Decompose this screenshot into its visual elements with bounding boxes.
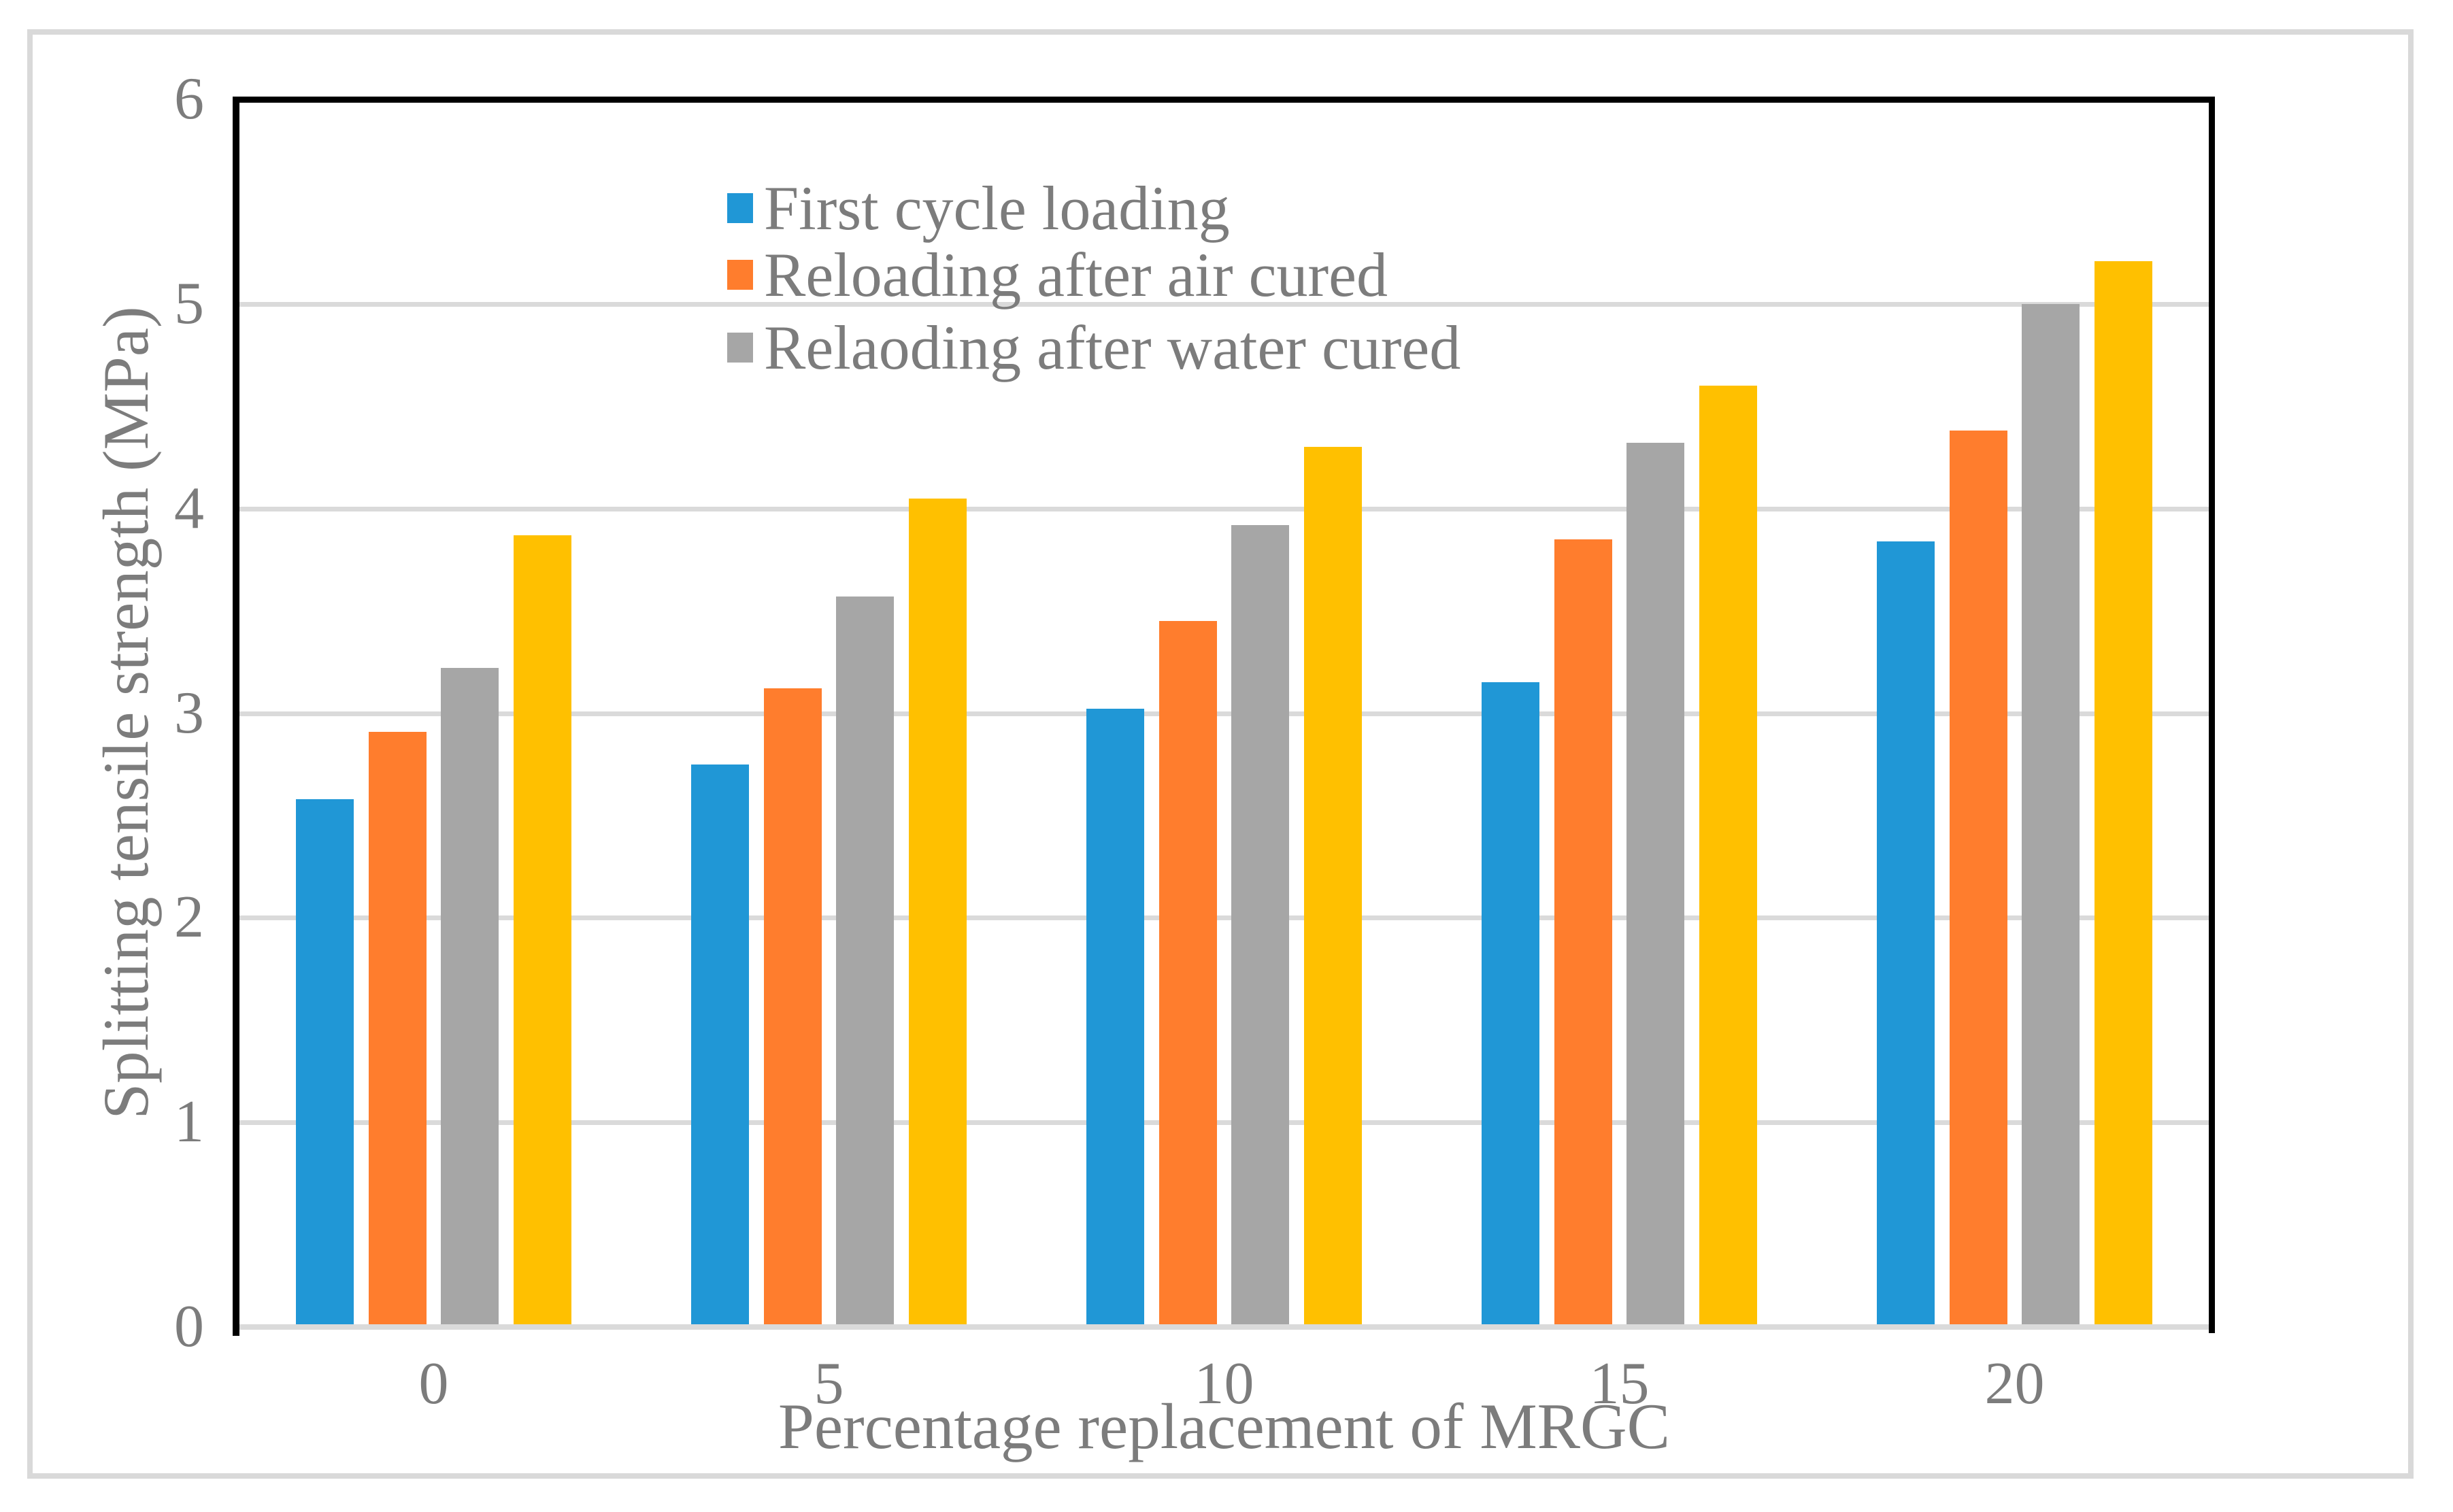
legend-label: Relaoding after water cured <box>764 313 1461 382</box>
y-tick-label-2: 2 <box>174 884 204 951</box>
y-tick-label-0: 0 <box>174 1294 204 1360</box>
bar-series4-cat0 <box>513 535 571 1327</box>
bar-series4-cat20 <box>2094 261 2152 1327</box>
bar-series3-cat0 <box>441 668 499 1327</box>
bar-series4-cat10 <box>1303 447 1362 1327</box>
x-tick-label-5: 5 <box>814 1351 844 1417</box>
y-tick-label-4: 4 <box>174 475 204 541</box>
x-tick-label-15: 15 <box>1589 1351 1650 1417</box>
y-axis-title: Splitting tensile strength (MPa) <box>90 306 162 1120</box>
legend-swatch-icon <box>727 333 753 363</box>
bar-series1-cat0 <box>296 799 354 1327</box>
bar-series2-cat15 <box>1554 539 1612 1327</box>
x-axis-line <box>236 1324 2212 1330</box>
bar-series4-cat5 <box>908 498 967 1327</box>
y-axis-line <box>233 97 239 1336</box>
bar-series2-cat10 <box>1158 621 1217 1327</box>
y-tick-label-3: 3 <box>174 679 204 746</box>
figure-border <box>27 29 2414 1479</box>
plot-right-border <box>2209 97 2215 1333</box>
bar-series3-cat5 <box>836 597 895 1327</box>
legend-item: First cycle loading <box>727 174 1230 242</box>
bar-series2-cat20 <box>1949 431 2007 1327</box>
plot-top-border <box>233 97 2215 103</box>
gridline-2 <box>236 915 2212 921</box>
y-tick-label-5: 5 <box>174 270 204 337</box>
gridline-3 <box>236 711 2212 716</box>
bar-series1-cat20 <box>1877 541 1935 1327</box>
legend-label: Reloading after air cured <box>764 240 1388 309</box>
y-tick-label-1: 1 <box>174 1089 204 1156</box>
bar-series2-cat0 <box>368 731 427 1327</box>
x-axis-title: Percentage replacement of MRGC <box>778 1390 1671 1462</box>
legend-label: First cycle loading <box>764 173 1230 243</box>
bar-series4-cat15 <box>1699 386 1757 1327</box>
gridline-1 <box>236 1120 2212 1126</box>
legend-swatch-icon <box>727 193 753 223</box>
bar-series3-cat15 <box>1626 443 1685 1327</box>
x-tick-label-10: 10 <box>1194 1351 1254 1417</box>
bar-series3-cat10 <box>1231 524 1290 1327</box>
bar-series1-cat15 <box>1482 682 1540 1327</box>
x-tick-label-0: 0 <box>418 1351 449 1417</box>
bar-series3-cat20 <box>2022 303 2080 1327</box>
legend-item: Reloading after air cured <box>727 241 1388 309</box>
bar-series1-cat5 <box>691 764 750 1327</box>
bar-series2-cat5 <box>763 688 822 1327</box>
legend-swatch-icon <box>727 260 753 290</box>
bar-series1-cat10 <box>1086 709 1145 1327</box>
legend-item: Relaoding after water cured <box>727 314 1461 382</box>
x-tick-label-20: 20 <box>1984 1351 2045 1417</box>
y-tick-label-6: 6 <box>174 66 204 132</box>
gridline-5 <box>236 301 2212 307</box>
gridline-4 <box>236 506 2212 511</box>
